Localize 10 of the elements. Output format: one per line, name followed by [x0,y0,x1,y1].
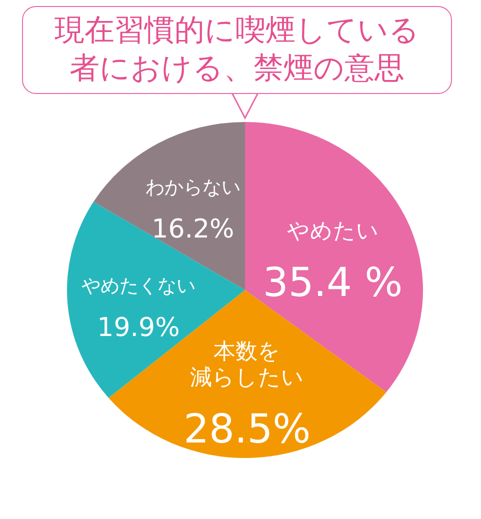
slice-label: 本数を減らしたい [190,339,304,390]
data-label: 19.9% [97,312,180,343]
slice-label: やめたい [286,219,379,244]
data-label: 16.2% [152,214,234,244]
data-label: 28.5% [184,406,311,452]
title-box: 現在習慣的に喫煙している者における、禁煙の意思 [22,6,452,94]
slice-label: わからない [145,176,240,199]
data-label: 35.4 % [262,260,403,306]
chart-title: 現在習慣的に喫煙している者における、禁煙の意思 [54,12,420,88]
slice-label: やめたくない [81,275,196,298]
